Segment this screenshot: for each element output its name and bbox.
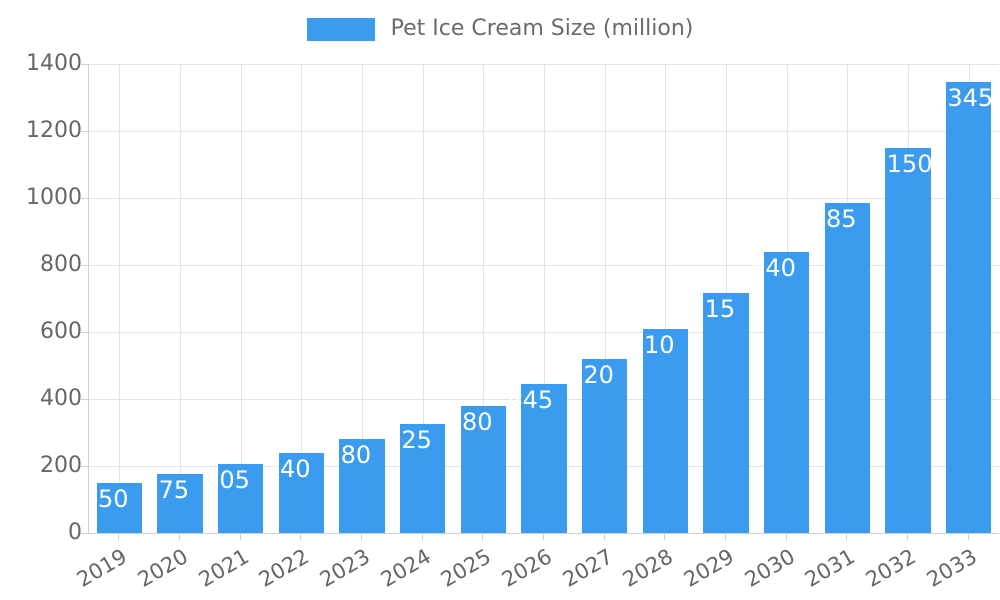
y-axis-tick-mark <box>81 64 88 65</box>
bar-2025[interactable]: 380 <box>447 405 506 533</box>
x-axis-tick-label-2019: 2019 <box>73 544 132 592</box>
x-axis-tick-label-2029: 2029 <box>679 544 738 592</box>
x-axis-tick-mark <box>361 533 362 540</box>
bar-2022[interactable]: 240 <box>265 452 324 533</box>
x-axis-tick-mark <box>907 533 908 540</box>
gridline-vertical <box>180 64 181 533</box>
y-axis-tick-label-400: 400 <box>40 386 82 411</box>
bar-value-label-2029: 715 <box>689 295 736 324</box>
y-axis-tick-label-600: 600 <box>40 319 82 344</box>
bar-value-label-2021: 205 <box>204 466 250 495</box>
x-axis-tick-label-2030: 2030 <box>740 544 799 592</box>
y-axis-tick-mark <box>81 533 88 534</box>
bar-value-label-2028: 610 <box>628 330 675 359</box>
x-axis-tick-label-2024: 2024 <box>376 544 435 592</box>
y-axis-tick-label-1400: 1400 <box>26 51 82 76</box>
x-axis-tick-mark <box>786 533 787 540</box>
gridline-vertical <box>423 64 424 533</box>
y-axis-tick-label-1000: 1000 <box>26 185 82 210</box>
gridline-vertical <box>301 64 302 533</box>
legend-label-pet-ice-cream-size[interactable]: Pet Ice Cream Size (million) <box>390 16 694 41</box>
x-axis-tick-mark <box>422 533 423 540</box>
gridline-vertical <box>544 64 545 533</box>
bar-2030[interactable]: 840 <box>750 251 810 533</box>
y-axis-tick-mark <box>81 332 88 333</box>
bar-value-label-2022: 240 <box>264 454 311 483</box>
x-axis-tick-label-2028: 2028 <box>619 544 678 592</box>
bar-2021[interactable]: 205 <box>204 464 264 533</box>
bar-value-label-2020: 175 <box>143 476 190 505</box>
gridline-vertical <box>119 64 120 533</box>
x-axis-tick-label-2027: 2027 <box>558 544 617 592</box>
bar-2024[interactable]: 325 <box>386 424 446 533</box>
gridline-vertical <box>605 64 606 533</box>
y-axis-tick-mark <box>81 265 88 266</box>
x-axis-tick-label-2026: 2026 <box>497 544 556 592</box>
gridline-vertical <box>241 64 242 533</box>
x-axis-tick-mark <box>240 533 241 540</box>
x-axis-tick-label-2025: 2025 <box>437 544 496 592</box>
bar-value-label-2024: 325 <box>386 426 432 455</box>
bar-2033[interactable]: 1345 <box>932 82 993 533</box>
bar-value-label-2026: 445 <box>507 385 554 414</box>
x-axis-tick-label-2032: 2032 <box>861 544 920 592</box>
y-axis-tick-mark <box>81 399 88 400</box>
legend-swatch-pet-ice-cream-size[interactable] <box>306 17 375 41</box>
x-axis-tick-label-2022: 2022 <box>255 544 314 592</box>
bar-value-label-2031: 985 <box>810 205 857 234</box>
gridline-vertical <box>483 64 484 533</box>
bar-2020[interactable]: 175 <box>143 474 203 533</box>
x-axis-tick-mark <box>846 533 847 540</box>
x-axis-tick-label-2020: 2020 <box>133 544 192 592</box>
x-axis-tick-mark <box>300 533 301 540</box>
bar-2026[interactable]: 445 <box>507 383 567 533</box>
x-axis-tick-label-2033: 2033 <box>922 544 981 592</box>
bar-2028[interactable]: 610 <box>629 328 688 533</box>
x-axis-tick-label-2023: 2023 <box>315 544 374 592</box>
x-axis-tick-mark <box>968 533 969 540</box>
bar-value-label-2030: 840 <box>750 253 796 282</box>
y-axis-tick-label-0: 0 <box>68 520 82 545</box>
gridline-vertical <box>362 64 363 533</box>
x-axis-tick-mark <box>179 533 180 540</box>
gridline-vertical <box>665 64 666 533</box>
bar-2027[interactable]: 520 <box>568 358 628 533</box>
x-axis-tick-mark <box>725 533 726 540</box>
bar-value-label-2033: 1345 <box>932 84 994 113</box>
bar-2019[interactable]: 150 <box>89 482 142 533</box>
x-axis-tick-mark <box>604 533 605 540</box>
bar-value-label-2025: 380 <box>446 407 493 436</box>
x-axis-tick-label-2031: 2031 <box>801 544 860 592</box>
bar-2029[interactable]: 715 <box>689 293 749 533</box>
bar-2032[interactable]: 1150 <box>871 147 932 533</box>
chart-legend: Pet Ice Cream Size (million) <box>0 12 1000 46</box>
y-axis-tick-mark <box>81 131 88 132</box>
x-axis-tick-mark <box>543 533 544 540</box>
x-axis-tick-mark <box>664 533 665 540</box>
y-axis-tick-label-800: 800 <box>40 252 82 277</box>
y-axis-tick-mark <box>81 466 88 467</box>
y-axis-tick-label-1200: 1200 <box>26 118 82 143</box>
bar-value-label-2019: 150 <box>89 484 129 513</box>
x-axis-tick-mark <box>118 533 119 540</box>
y-axis-tick-mark <box>81 198 88 199</box>
x-axis-tick-mark <box>482 533 483 540</box>
x-axis-tick-label-2021: 2021 <box>194 544 253 592</box>
bar-value-label-2027: 520 <box>568 360 614 389</box>
bar-2023[interactable]: 280 <box>325 439 385 533</box>
bar-2031[interactable]: 985 <box>811 203 870 533</box>
bar-value-label-2032: 1150 <box>871 149 933 178</box>
y-axis-tick-label-200: 200 <box>40 453 82 478</box>
